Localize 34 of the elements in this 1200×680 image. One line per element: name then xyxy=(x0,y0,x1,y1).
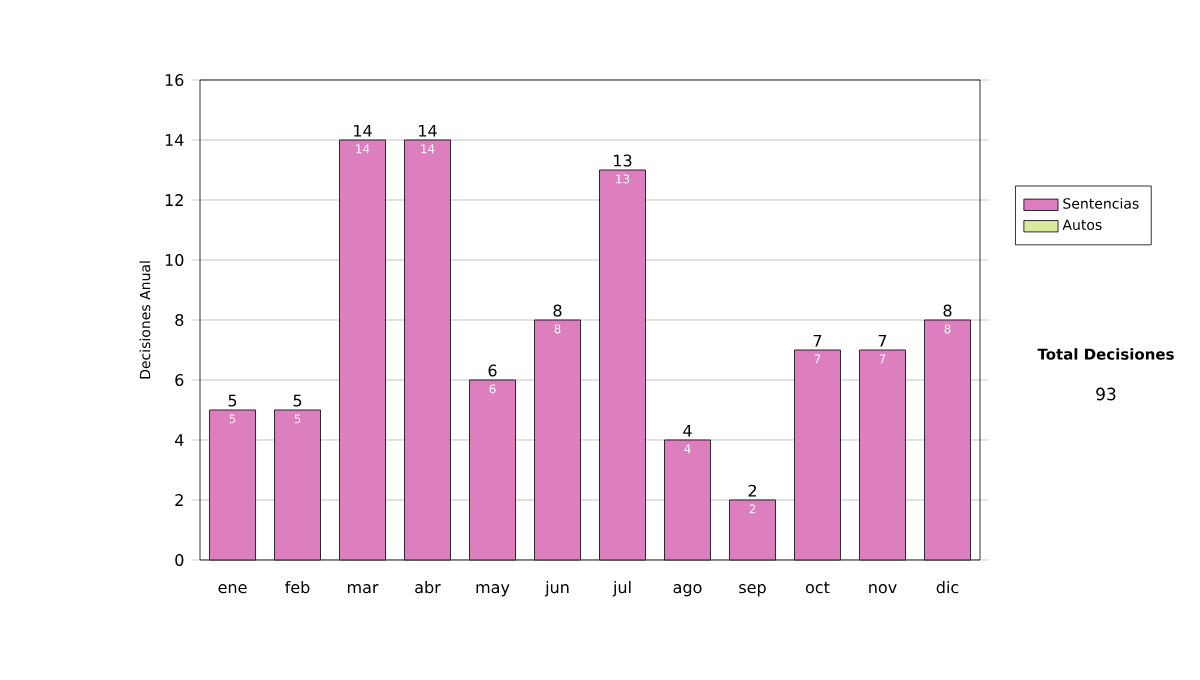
total-label: 14 xyxy=(419,124,437,137)
total-label: 7 xyxy=(813,334,822,347)
total-label: 8 xyxy=(553,304,562,317)
total-label: 8 xyxy=(943,304,952,317)
x-tick-label: feb xyxy=(285,580,310,594)
total-label: 5 xyxy=(228,394,237,407)
total-label: 5 xyxy=(293,394,302,407)
x-tick-label: jun xyxy=(544,580,569,597)
total-label: 13 xyxy=(614,154,632,167)
x-tick-label: oct xyxy=(805,581,830,594)
x-tick-label: ene xyxy=(218,584,247,594)
total-label: 6 xyxy=(488,364,497,377)
x-tick-label: abr xyxy=(415,580,441,594)
y-tick-label: 2 xyxy=(175,494,183,506)
y-tick-label: 0 xyxy=(175,553,184,567)
x-tick-label: mar xyxy=(347,584,379,594)
total-label: 14 xyxy=(354,124,372,137)
x-tick-label: ago xyxy=(673,584,702,597)
y-tick-label: 8 xyxy=(175,313,184,327)
total-label: 4 xyxy=(683,424,692,437)
x-tick-label: nov xyxy=(869,584,897,594)
x-tick-label: may xyxy=(476,584,510,597)
text: 93 xyxy=(1096,387,1116,401)
total-label: 7 xyxy=(878,334,887,347)
x-tick-label: sep xyxy=(739,584,766,597)
y-tick-label: 12 xyxy=(165,194,183,206)
y-tick-label: 6 xyxy=(175,373,184,387)
y-tick-label: 14 xyxy=(165,134,184,146)
x-tick-label: jul xyxy=(612,580,631,597)
y-tick-label: 16 xyxy=(165,73,184,87)
y-tick-label: 4 xyxy=(175,434,184,446)
x-tick-label: dic xyxy=(936,580,959,594)
y-tick-label: 10 xyxy=(165,253,184,267)
total-label: 2 xyxy=(748,484,756,497)
